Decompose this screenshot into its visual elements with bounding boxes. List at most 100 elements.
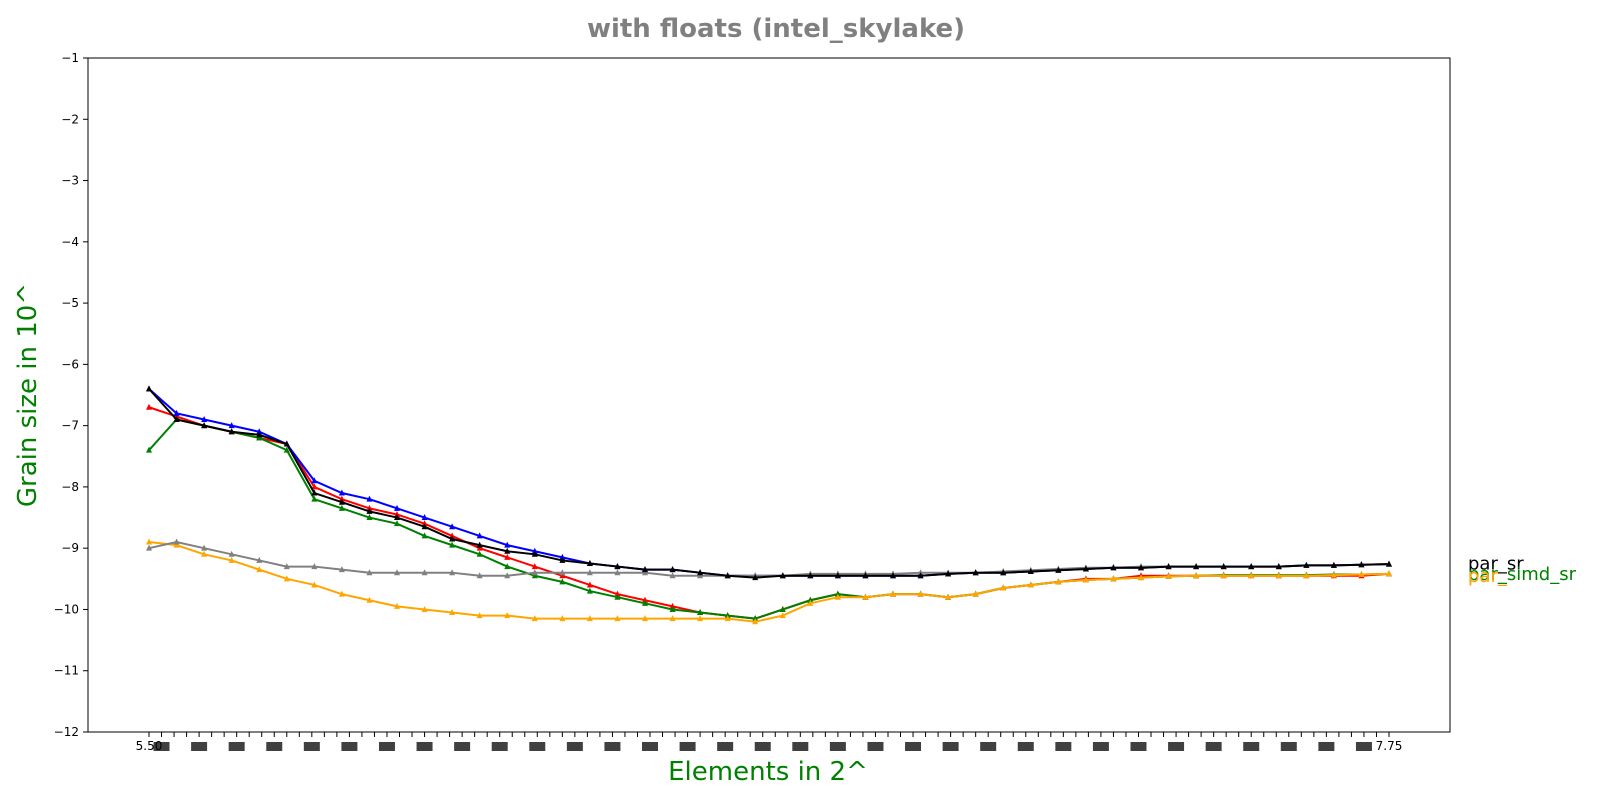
y-axis: −1 −2 −3 −4 −5 −6 −7 −8 −9 −10 −11 −12 xyxy=(54,51,88,739)
data-point xyxy=(504,563,511,570)
data-point xyxy=(476,550,483,557)
data-point xyxy=(366,504,373,511)
data-point xyxy=(338,489,345,496)
series-5 xyxy=(146,385,1392,581)
x-tick-glyphs xyxy=(378,742,395,751)
data-point xyxy=(283,440,290,447)
data-point xyxy=(1193,572,1200,579)
series-line xyxy=(148,406,1390,620)
data-point xyxy=(834,593,841,600)
data-point xyxy=(1082,576,1089,583)
y-tick-label: −4 xyxy=(61,235,79,249)
x-tick-glyphs xyxy=(942,742,959,751)
y-tick-label: −12 xyxy=(54,725,79,739)
data-point xyxy=(311,483,318,490)
x-tick-glyphs xyxy=(1280,742,1297,751)
data-point xyxy=(201,416,208,423)
data-point xyxy=(531,569,538,576)
x-tick-label-last: 7.75 xyxy=(1376,739,1403,753)
data-point xyxy=(256,428,263,435)
y-tick-label: −2 xyxy=(61,112,79,126)
data-point xyxy=(531,615,538,622)
y-tick-label: −7 xyxy=(61,419,79,433)
data-point xyxy=(449,569,456,576)
x-tick-glyphs xyxy=(604,742,621,751)
data-point xyxy=(1110,564,1117,571)
data-point xyxy=(283,563,290,570)
data-point xyxy=(476,572,483,579)
data-point xyxy=(421,514,428,521)
data-point xyxy=(504,572,511,579)
series-end-label: par_simd_sr xyxy=(1468,564,1577,585)
x-tick-glyphs xyxy=(792,742,809,751)
data-point xyxy=(890,590,896,597)
data-point xyxy=(1055,578,1062,585)
data-point xyxy=(1027,581,1034,588)
x-tick-glyphs xyxy=(341,742,358,751)
data-point xyxy=(476,612,483,619)
data-point xyxy=(945,570,952,577)
x-tick-glyphs xyxy=(1355,742,1372,751)
x-tick-glyphs xyxy=(905,742,922,751)
x-tick-glyphs xyxy=(1130,742,1147,751)
data-point xyxy=(1330,561,1337,568)
data-point xyxy=(421,569,428,576)
y-tick-label: −5 xyxy=(61,296,79,310)
data-point xyxy=(1110,575,1117,582)
data-point xyxy=(201,550,208,557)
data-point xyxy=(559,553,566,560)
data-point xyxy=(752,574,759,581)
data-point xyxy=(366,495,373,502)
data-point xyxy=(669,615,676,622)
plot-area xyxy=(87,57,1451,733)
data-point xyxy=(201,544,208,551)
data-point xyxy=(421,523,428,530)
data-point xyxy=(586,569,593,576)
data-point xyxy=(173,538,180,545)
data-point xyxy=(338,495,345,502)
y-axis-label: Grain size in 10^ xyxy=(13,283,43,507)
data-point xyxy=(642,615,648,622)
data-point xyxy=(724,615,731,622)
x-tick-glyphs xyxy=(754,742,771,751)
data-point xyxy=(228,556,235,563)
data-point xyxy=(862,572,869,579)
data-point xyxy=(1358,561,1365,568)
data-point xyxy=(972,590,979,597)
series-line xyxy=(148,541,1390,577)
x-axis-label: Elements in 2^ xyxy=(668,757,868,787)
data-point xyxy=(1330,571,1337,578)
y-tick-label: −11 xyxy=(54,664,79,678)
x-tick-glyphs xyxy=(1055,742,1072,751)
data-point xyxy=(146,544,152,551)
x-tick-glyphs xyxy=(153,742,170,751)
data-point xyxy=(697,615,704,622)
data-point xyxy=(421,532,428,539)
data-point xyxy=(1193,563,1200,570)
data-point xyxy=(256,566,263,573)
x-tick-glyphs xyxy=(191,742,208,751)
data-point xyxy=(1165,563,1172,570)
data-point xyxy=(531,550,538,557)
chart-title: with floats (intel_skylake) xyxy=(587,14,965,44)
y-tick-label: −10 xyxy=(54,602,79,616)
x-tick-glyphs xyxy=(717,742,734,751)
data-point xyxy=(586,587,593,594)
data-point xyxy=(834,572,841,579)
data-point xyxy=(1000,584,1007,591)
x-tick-glyphs xyxy=(416,742,433,751)
data-point xyxy=(1055,566,1062,573)
data-point xyxy=(531,572,538,579)
data-point xyxy=(504,541,511,548)
series-end-label: par_sr xyxy=(1468,554,1524,575)
x-tick-glyphs xyxy=(529,742,546,751)
data-point xyxy=(504,612,511,619)
data-point xyxy=(779,612,786,619)
x-tick-label-crowd xyxy=(153,742,1372,751)
x-tick-glyphs xyxy=(491,742,508,751)
series-3 xyxy=(146,538,1392,625)
data-point xyxy=(1386,570,1392,577)
data-point xyxy=(642,596,648,603)
data-point xyxy=(449,609,456,616)
